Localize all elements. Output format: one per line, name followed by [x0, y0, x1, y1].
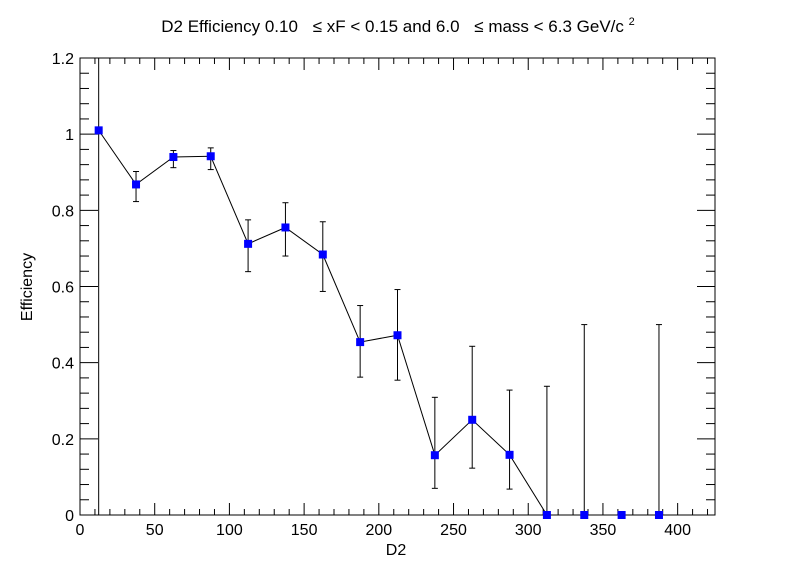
x-tick-label: 50 [146, 522, 164, 539]
chart-title: D2 Efficiency 0.10 ≤ xF < 0.15 and 6.0 ≤… [161, 16, 635, 36]
x-tick-label: 0 [76, 522, 85, 539]
tick-labels: 0 50 100 150 200 250 300 350 400 0 0.2 0.4 0.6 0.8 1 1.… [52, 51, 691, 539]
data-point [318, 250, 327, 259]
chart-title-prefix: D2 Efficiency 0.10 [161, 17, 298, 36]
x-tick-label: 350 [590, 522, 617, 539]
x-tick-label: 150 [291, 522, 318, 539]
data-point [94, 126, 103, 135]
x-axis-label: D2 [386, 542, 407, 559]
data-point [393, 331, 402, 340]
data-point [356, 338, 365, 347]
data-point [206, 152, 215, 161]
y-tick-label: 0.6 [52, 280, 74, 297]
data-series [94, 57, 663, 519]
data-point [654, 511, 663, 519]
x-tick-label: 200 [365, 522, 392, 539]
plot-frame [79, 57, 716, 516]
y-tick-label: 0.8 [52, 203, 74, 220]
y-tick-label: 1.2 [52, 51, 74, 68]
data-point [617, 511, 626, 519]
chart-title-xf-range: ≤ xF < 0.15 and 6.0 [313, 17, 460, 36]
chart-title-mass-range: ≤ mass < 6.3 GeV/c [474, 17, 624, 36]
data-point [132, 180, 141, 189]
data-point [169, 153, 178, 162]
y-tick-label: 1 [65, 127, 74, 144]
x-tick-label: 300 [515, 522, 542, 539]
data-point [281, 223, 290, 232]
x-tick-label: 100 [216, 522, 243, 539]
axis-ticks [79, 57, 715, 516]
x-tick-label: 400 [664, 522, 691, 539]
data-point [580, 511, 589, 519]
y-axis-label: Efficiency [19, 253, 36, 321]
x-tick-label: 250 [440, 522, 467, 539]
series-line [98, 130, 659, 516]
y-tick-label: 0 [65, 508, 74, 525]
chart-title-superscript: 2 [629, 16, 635, 28]
data-point [430, 451, 439, 460]
y-tick-label: 0.2 [52, 432, 74, 449]
y-tick-label: 0.4 [52, 356, 74, 373]
data-point [542, 511, 551, 519]
data-point [468, 415, 477, 424]
data-point [505, 450, 514, 459]
data-point [244, 239, 253, 248]
